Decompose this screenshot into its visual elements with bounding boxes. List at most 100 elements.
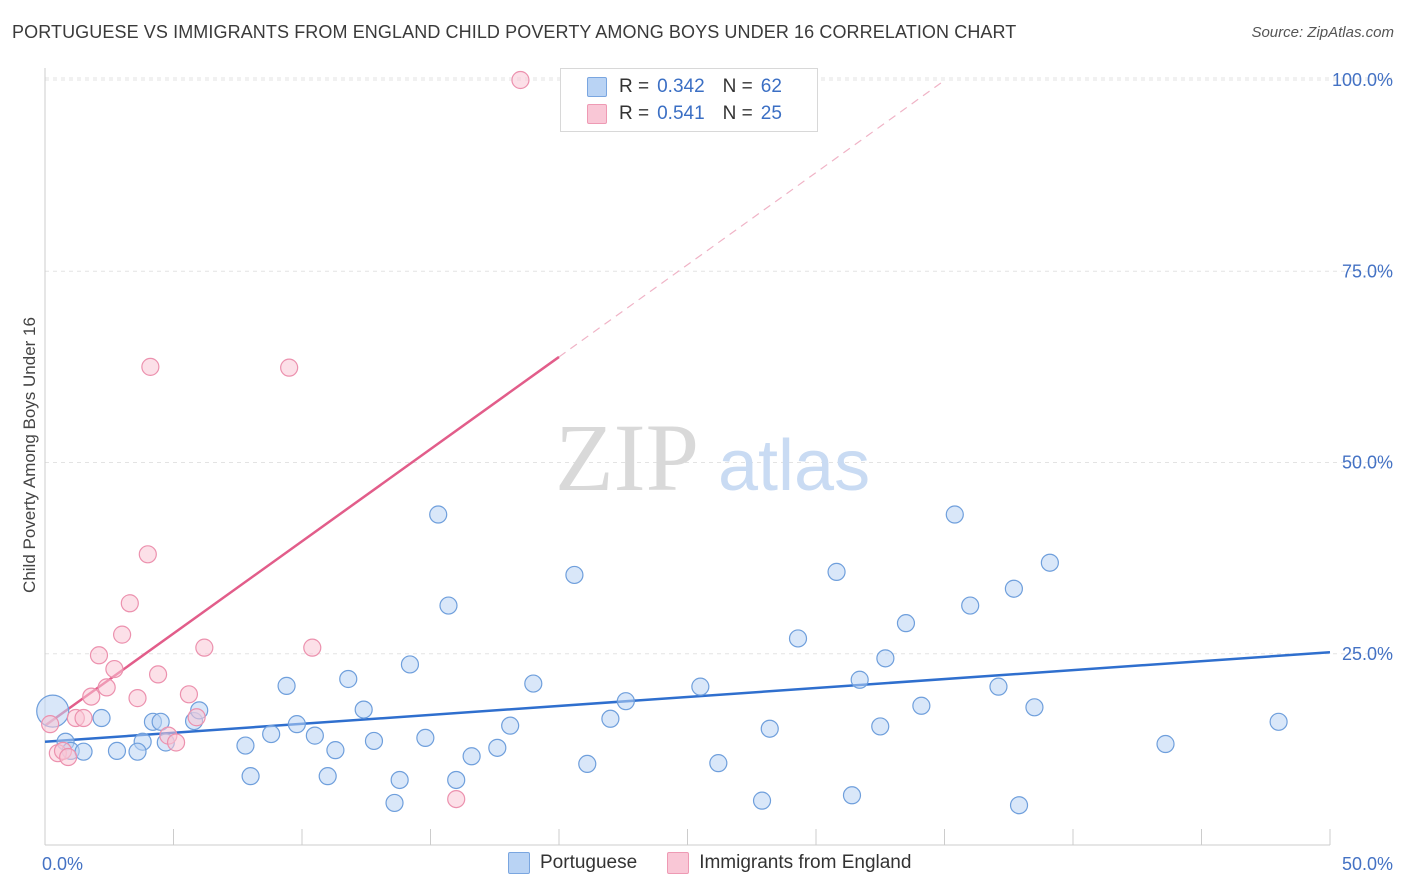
gridlines (45, 77, 1392, 655)
point-england (303, 638, 322, 657)
bottom-legend-label: Portuguese (540, 852, 638, 873)
point-england (195, 638, 214, 657)
point-england (82, 687, 101, 706)
point-portuguese (752, 791, 772, 810)
bottom-legend-swatch-blue (508, 852, 530, 874)
point-portuguese (151, 712, 170, 731)
trend-line-england-extension (558, 79, 945, 358)
point-portuguese (1025, 698, 1044, 717)
point-portuguese (1269, 712, 1288, 731)
point-portuguese (1040, 553, 1059, 572)
bottom-legend: Portuguese Immigrants from England (508, 852, 941, 874)
point-portuguese (616, 692, 635, 711)
point-portuguese (1009, 796, 1029, 815)
point-england (179, 685, 199, 704)
point-england (141, 357, 160, 376)
point-portuguese (339, 669, 358, 689)
point-portuguese (945, 505, 964, 524)
point-portuguese (107, 741, 127, 761)
source-label: Source: ZipAtlas.com (1251, 24, 1394, 41)
point-portuguese (876, 649, 895, 668)
point-portuguese (989, 677, 1008, 696)
point-england (280, 358, 299, 377)
point-england (112, 625, 132, 644)
point-portuguese (578, 754, 597, 774)
point-portuguese (364, 731, 384, 751)
bottom-legend-portuguese[interactable]: Portuguese (508, 852, 637, 874)
watermark-atlas: atlas (718, 426, 870, 506)
point-portuguese (236, 736, 255, 755)
point-portuguese (850, 670, 869, 689)
point-portuguese (390, 770, 409, 790)
point-portuguese (447, 770, 466, 790)
point-portuguese (74, 742, 93, 761)
legend-row-portuguese: R = 0.342 N = 62 (587, 75, 782, 99)
point-portuguese (128, 742, 147, 761)
point-portuguese (318, 767, 337, 786)
point-portuguese (601, 709, 620, 728)
point-portuguese (439, 596, 458, 615)
tick-labels: 25.0% 50.0% 75.0% 100.0% 0.0% 50.0% (42, 70, 1393, 874)
trend-line-portuguese (44, 650, 1331, 743)
y-axis-label: Child Poverty Among Boys Under 16 (20, 317, 39, 593)
point-portuguese (92, 708, 111, 728)
point-portuguese (462, 747, 481, 766)
watermark-zip: ZIP (555, 404, 699, 511)
point-portuguese (709, 754, 728, 773)
legend-n-value: 62 (760, 76, 782, 97)
legend-r-value: 0.342 (657, 76, 705, 97)
point-england (97, 678, 116, 697)
point-portuguese (262, 724, 281, 744)
point-england (148, 665, 168, 684)
bottom-legend-swatch-pink (667, 852, 690, 874)
point-portuguese (871, 717, 890, 736)
point-england (41, 715, 60, 734)
point-portuguese (241, 767, 260, 786)
legend-n-value: 25 (760, 103, 782, 124)
point-portuguese (788, 629, 808, 648)
legend-row-england: R = 0.541 N = 25 (587, 102, 782, 126)
point-portuguese (326, 741, 345, 760)
point-portuguese (912, 696, 931, 715)
y-tick-label: 25.0% (1342, 644, 1393, 664)
legend-swatch-blue (587, 77, 607, 97)
point-portuguese (565, 565, 584, 585)
point-portuguese (501, 716, 520, 735)
point-portuguese (842, 786, 862, 805)
bottom-legend-england[interactable]: Immigrants from England (667, 852, 911, 874)
trend-lines (44, 79, 1331, 743)
point-portuguese (524, 674, 543, 693)
point-england (187, 708, 206, 727)
point-england (166, 733, 186, 752)
y-tick-label: 100.0% (1332, 70, 1393, 90)
point-england (138, 545, 157, 564)
watermark: ZIP atlas (555, 404, 870, 511)
point-portuguese (429, 505, 448, 524)
point-portuguese (416, 728, 435, 748)
legend-r-value: 0.541 (657, 103, 705, 124)
point-portuguese (287, 715, 306, 734)
point-portuguese (760, 719, 779, 738)
point-portuguese (1004, 579, 1023, 598)
y-tick-label: 50.0% (1342, 453, 1393, 473)
y-tick-label: 75.0% (1342, 261, 1393, 281)
point-portuguese (277, 676, 296, 695)
point-portuguese (385, 793, 404, 813)
point-portuguese (691, 677, 710, 696)
x-tick-label: 0.0% (42, 854, 83, 874)
x-tick-label: 50.0% (1342, 854, 1393, 874)
point-england (447, 789, 466, 809)
point-england (89, 646, 109, 665)
data-points (36, 70, 1288, 815)
point-england (128, 689, 147, 708)
trend-line-england (44, 355, 560, 727)
point-portuguese (896, 614, 916, 633)
point-portuguese (961, 596, 980, 615)
legend: R = 0.342 N = 62 R = 0.541 N = 25 (560, 68, 818, 132)
legend-swatch-pink (587, 104, 607, 124)
legend-r-label: R = (619, 103, 650, 124)
point-portuguese (400, 655, 420, 674)
legend-n-label: N = (722, 103, 753, 124)
point-portuguese (488, 738, 507, 757)
point-england (105, 659, 124, 679)
